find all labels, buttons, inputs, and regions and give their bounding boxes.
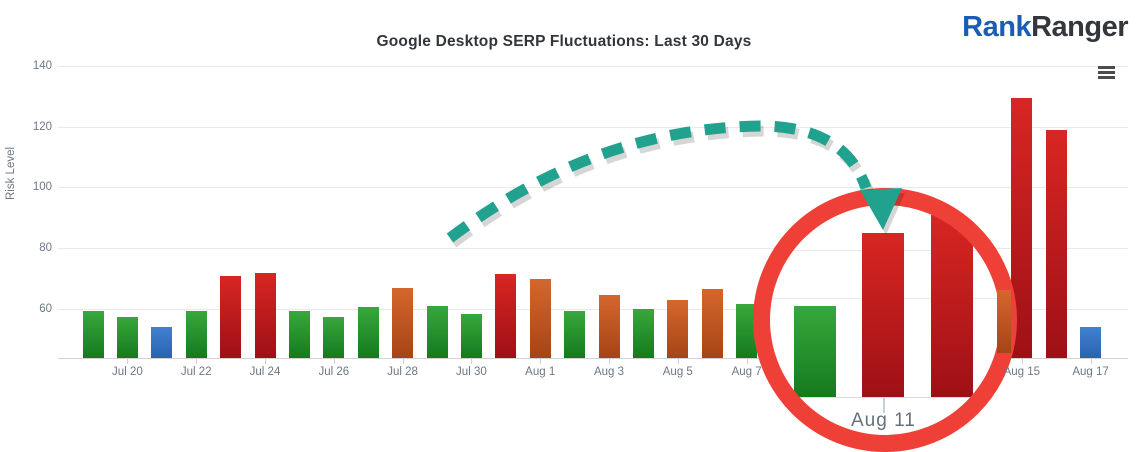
- y-axis-label-80: 80: [39, 242, 52, 255]
- bar-Jul-25[interactable]: [288, 310, 310, 358]
- magnifier-circle-annotation: [753, 188, 1017, 452]
- x-axis-label-Aug-7: Aug 7: [731, 366, 762, 378]
- bar-Aug-16[interactable]: [1045, 129, 1067, 358]
- x-axis-label-Jul-30: Jul 30: [456, 366, 487, 378]
- bar-Jul-21[interactable]: [151, 327, 173, 358]
- y-axis-label-60: 60: [39, 303, 52, 315]
- bar-Aug-2[interactable]: [564, 310, 586, 358]
- x-axis-tick-Aug-15: [1021, 359, 1023, 364]
- x-axis-tick-Aug-7: [746, 359, 748, 364]
- x-axis-label-Jul-26: Jul 26: [318, 366, 350, 378]
- bar-Jul-28[interactable]: [392, 287, 414, 358]
- gridline-100: [58, 187, 1128, 189]
- bar-Jul-22[interactable]: [185, 310, 207, 358]
- rankranger-logo: RankRanger: [962, 11, 1128, 44]
- x-axis-label-Jul-22: Jul 22: [180, 366, 212, 378]
- x-axis-label-Aug-3: Aug 3: [593, 366, 625, 378]
- logo-ranger: Ranger: [1031, 11, 1128, 43]
- x-axis-label-Jul-20: Jul 20: [112, 366, 143, 378]
- bar-Jul-26[interactable]: [323, 316, 345, 358]
- bar-Aug-6[interactable]: [701, 289, 723, 358]
- bar-partially-hidden-Aug-13[interactable]: [997, 290, 1011, 353]
- x-axis-tick-Aug-5: [677, 359, 679, 364]
- bar-Jul-31[interactable]: [495, 274, 517, 358]
- x-axis-label-Aug-1: Aug 1: [525, 366, 556, 378]
- bar-Aug-5[interactable]: [667, 299, 689, 358]
- x-axis-label-Jul-24: Jul 24: [249, 366, 281, 378]
- bar-Aug-1[interactable]: [529, 278, 551, 358]
- bar-Jul-23[interactable]: [220, 275, 242, 358]
- bar-Aug-7[interactable]: [736, 304, 758, 358]
- gridline-140: [58, 65, 1128, 67]
- gridline-120: [58, 126, 1128, 128]
- x-axis-label-Jul-28: Jul 28: [387, 366, 418, 378]
- y-axis-label-140: 140: [32, 59, 52, 72]
- x-axis-tick-Jul-22: [196, 359, 198, 364]
- x-axis-label-Aug-15: Aug 15: [1003, 366, 1041, 378]
- x-axis-tick-Aug-17: [1090, 359, 1092, 364]
- y-axis-label-100: 100: [32, 181, 52, 194]
- bar-Jul-29[interactable]: [426, 305, 448, 358]
- y-axis-label-120: 120: [32, 120, 52, 133]
- x-axis-tick-Aug-1: [540, 359, 542, 364]
- gridline-60: [58, 309, 1128, 310]
- bar-Aug-17[interactable]: [1080, 327, 1102, 358]
- bar-Aug-4[interactable]: [632, 309, 654, 358]
- x-axis-tick-Aug-3: [609, 359, 610, 364]
- x-axis-line: [58, 358, 1128, 359]
- bar-Aug-15[interactable]: [1011, 97, 1033, 358]
- chart-title: Google Desktop SERP Fluctuations: Last 3…: [376, 33, 752, 50]
- x-axis-label-Aug-17: Aug 17: [1072, 366, 1109, 378]
- bar-Jul-20[interactable]: [116, 316, 138, 358]
- bar-Jul-30[interactable]: [460, 313, 482, 358]
- x-axis-tick-Jul-28: [402, 359, 404, 364]
- bar-Jul-19[interactable]: [82, 310, 104, 358]
- hamburger-menu-icon[interactable]: [1098, 66, 1115, 80]
- bar-Aug-3[interactable]: [598, 295, 620, 358]
- logo-rank: Rank: [962, 11, 1032, 43]
- gridline-80: [58, 248, 1128, 250]
- x-axis-tick-Jul-24: [265, 359, 266, 364]
- x-axis-label-Aug-5: Aug 5: [662, 366, 693, 378]
- x-axis-tick-Jul-30: [471, 359, 473, 364]
- bar-Jul-27[interactable]: [357, 307, 379, 358]
- bar-Jul-24[interactable]: [254, 272, 276, 358]
- x-axis-tick-Jul-20: [127, 359, 129, 364]
- x-axis-tick-Jul-26: [333, 359, 335, 364]
